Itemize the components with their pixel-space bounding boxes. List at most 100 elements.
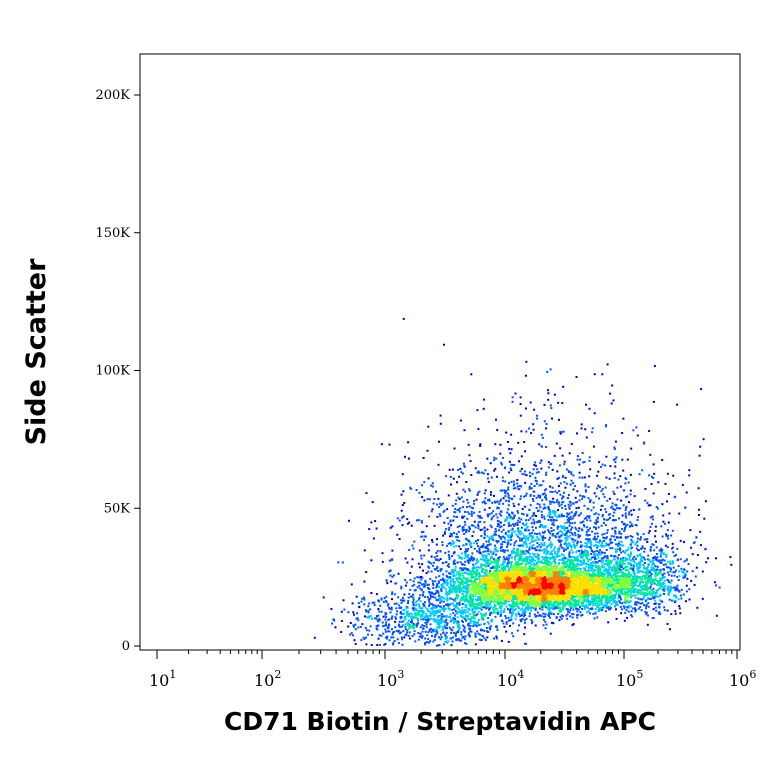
scatter-point [569,580,572,583]
scatter-point [535,564,538,567]
scatter-point [528,612,531,615]
scatter-point [541,608,544,611]
scatter-point [584,587,587,590]
scatter-point [560,614,563,617]
scatter-point [435,576,438,579]
scatter-point [604,590,607,593]
scatter-point [573,592,576,594]
scatter-point [715,584,718,587]
scatter-point [601,609,604,612]
scatter-point [539,595,542,598]
scatter-point [596,590,599,593]
scatter-point [576,580,579,583]
scatter-point [579,606,581,609]
scatter-point [602,594,605,597]
scatter-point [571,589,574,592]
scatter-point [587,566,590,569]
scatter-point [532,607,535,610]
scatter-point [575,607,578,610]
scatter-point [612,567,615,570]
scatter-point [631,615,634,618]
scatter-point [448,565,450,568]
scatter-point [428,618,431,621]
scatter-point [485,578,488,581]
scatter-point [540,601,543,603]
scatter-point [573,570,576,573]
scatter-point [606,588,609,591]
scatter-point [506,565,509,567]
scatter-point [520,614,523,617]
scatter-point [520,582,522,585]
scatter-point [476,568,479,571]
scatter-point [586,600,589,603]
scatter-point [585,584,588,587]
scatter-point [588,591,591,594]
scatter-point [487,608,490,611]
scatter-point [544,627,547,630]
scatter-point [473,614,476,617]
scatter-point [605,596,608,599]
scatter-point [624,559,627,562]
scatter-point [519,608,522,611]
scatter-point [498,578,501,580]
scatter-point [509,609,512,612]
scatter-point [513,580,515,583]
scatter-point [571,624,574,627]
scatter-point [440,600,443,603]
scatter-point [531,600,534,603]
scatter-point [505,617,508,620]
scatter-point [501,589,503,591]
scatter-point [556,567,559,570]
scatter-point [548,589,551,592]
scatter-point [627,601,630,604]
scatter-point [533,599,536,602]
scatter-point [529,555,531,558]
scatter-point [447,593,450,596]
scatter-point [471,589,474,592]
scatter-point [459,584,461,587]
scatter-point [631,586,634,588]
scatter-point [597,602,600,605]
scatter-point [477,593,480,596]
scatter-point [555,583,558,586]
scatter-point [529,572,532,574]
scatter-point [622,581,625,584]
scatter-point [592,571,595,574]
scatter-point [510,574,513,576]
scatter-point [541,597,544,600]
scatter-point [540,614,543,617]
scatter-point [531,578,534,581]
scatter-point [488,587,491,590]
scatter-point [505,605,508,608]
scatter-point [579,592,582,595]
scatter-point [612,579,615,582]
scatter-point [572,582,575,585]
scatter-point [658,611,661,614]
scatter-point [622,588,625,591]
scatter-point [454,565,457,568]
scatter-point [520,574,522,577]
scatter-point [496,583,499,586]
scatter-point [412,604,415,607]
scatter-point [468,583,471,586]
scatter-point [468,570,471,573]
scatter-point [514,585,516,588]
scatter-point [446,575,449,578]
scatter-point [608,583,611,586]
scatter-point [622,605,625,608]
scatter-point [490,561,493,564]
scatter-point [562,604,565,607]
scatter-point [499,598,502,601]
scatter-point [472,597,475,600]
scatter-point [668,598,671,601]
scatter-point [674,594,677,597]
scatter-point [585,593,588,596]
scatter-point [594,583,597,586]
scatter-point [505,564,508,567]
scatter-point [596,605,598,608]
scatter-point [542,575,545,578]
scatter-point [639,589,642,592]
scatter-point [506,561,509,564]
scatter-point [628,575,631,578]
scatter-point [573,604,575,607]
